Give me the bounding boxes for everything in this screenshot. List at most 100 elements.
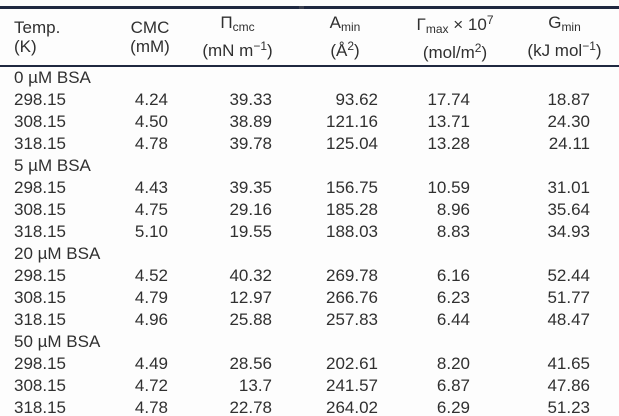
header-text-part: Temp. [14, 17, 61, 37]
table-row: 318.15 4.96 25.88 257.83 6.44 48.47 [0, 309, 619, 331]
cell-cmc: 4.78 [134, 134, 168, 153]
cell-gamma-max: 8.83 [436, 222, 470, 241]
cell-pi-cmc: 13.7 [238, 376, 272, 395]
cell-a-min: 93.62 [335, 90, 378, 109]
cell-g-min: 41.65 [547, 354, 590, 373]
cell-cmc: 4.43 [134, 178, 168, 197]
header-text-part: G [548, 13, 562, 32]
header-text-part: A [329, 13, 341, 32]
header-text-part: (Å [330, 41, 348, 60]
cell-g-min: 51.77 [547, 288, 590, 307]
cell-pi-cmc: 39.35 [229, 178, 272, 197]
cell-g-min: 47.86 [547, 376, 590, 395]
header-text-part: min [341, 20, 361, 34]
cell-cmc: 4.24 [134, 90, 168, 109]
cell-a-min: 188.03 [326, 222, 378, 241]
header-text-part: max [425, 22, 449, 36]
group-label: 0 µM BSA [14, 68, 91, 87]
cell-gamma-max: 6.87 [436, 376, 470, 395]
table-header: Temp. (K) CMC (mM) Πcmc (mN m−1) Amin (Å2) Γmax … [0, 7, 619, 67]
table-row: 318.15 4.78 22.78 264.02 6.29 51.23 [0, 397, 619, 416]
header-line2: (mM) [115, 37, 185, 56]
cell-pi-cmc: 19.55 [229, 222, 272, 241]
header-text-part: (K) [14, 36, 37, 56]
header-line1: Πcmc [185, 13, 290, 37]
header-text-part: −1 [253, 39, 267, 53]
cell-cmc: 4.49 [134, 354, 168, 373]
paper-table-page: Temp. (K) CMC (mM) Πcmc (mN m−1) Amin (Å2) Γmax … [0, 6, 619, 416]
header-line2: (mol/m2) [400, 39, 510, 62]
table-row: 308.15 4.79 12.97 266.76 6.23 51.77 [0, 287, 619, 309]
group-header-row: 0 µM BSA [0, 66, 619, 89]
header-row: Temp. (K) CMC (mM) Πcmc (mN m−1) Amin (Å2) Γmax … [0, 7, 619, 67]
header-text-part: (kJ mol [527, 41, 583, 60]
cell-a-min: 266.76 [326, 288, 378, 307]
cell-g-min: 51.23 [547, 398, 590, 416]
cell-gamma-max: 13.71 [427, 112, 470, 131]
cell-g-min: 52.44 [547, 266, 590, 285]
cell-cmc: 4.72 [134, 376, 168, 395]
cell-temp: 318.15 [14, 134, 66, 153]
cell-gamma-max: 6.16 [436, 266, 470, 285]
table-row: 298.15 4.24 39.33 93.62 17.74 18.87 [0, 89, 619, 111]
cell-pi-cmc: 38.89 [229, 112, 272, 131]
cell-cmc: 4.75 [134, 200, 168, 219]
cell-a-min: 257.83 [326, 310, 378, 329]
table-row: 298.15 4.43 39.35 156.75 10.59 31.01 [0, 177, 619, 199]
cell-temp: 318.15 [14, 310, 66, 329]
group-header-row: 50 µM BSA [0, 331, 619, 353]
cell-a-min: 125.04 [326, 134, 378, 153]
cell-pi-cmc: 29.16 [229, 200, 272, 219]
header-line2: (Å2) [290, 37, 400, 60]
header-line2: (K) [14, 37, 115, 56]
header-text-part: × 10 [448, 15, 487, 34]
cell-g-min: 48.47 [547, 310, 590, 329]
cell-cmc: 4.78 [134, 398, 168, 416]
cell-gamma-max: 8.20 [436, 354, 470, 373]
table-row: 298.15 4.49 28.56 202.61 8.20 41.65 [0, 353, 619, 375]
header-line1: Amin [290, 13, 400, 37]
group-header-row: 5 µM BSA [0, 155, 619, 177]
group-label: 5 µM BSA [14, 156, 91, 175]
cell-g-min: 24.30 [547, 112, 590, 131]
cell-g-min: 24.11 [548, 134, 590, 153]
cell-temp: 298.15 [14, 266, 66, 285]
table-row: 318.15 5.10 19.55 188.03 8.83 34.93 [0, 221, 619, 243]
cell-a-min: 156.75 [326, 178, 378, 197]
cell-gamma-max: 10.59 [427, 178, 470, 197]
cell-temp: 298.15 [14, 90, 66, 109]
cell-gamma-max: 13.28 [427, 134, 470, 153]
cell-temp: 308.15 [14, 200, 66, 219]
cell-gamma-max: 8.96 [436, 200, 470, 219]
header-text-part: ) [481, 43, 488, 62]
cell-g-min: 31.01 [547, 178, 590, 197]
cell-gamma-max: 6.44 [436, 310, 470, 329]
table-row: 298.15 4.52 40.32 269.78 6.16 52.44 [0, 265, 619, 287]
column-header-pi-cmc: Πcmc (mN m−1) [185, 7, 290, 67]
column-header-cmc: CMC (mM) [115, 7, 185, 67]
cell-temp: 298.15 [14, 178, 66, 197]
cell-pi-cmc: 39.33 [229, 90, 272, 109]
cell-pi-cmc: 25.88 [229, 310, 272, 329]
header-text-part: ) [354, 41, 360, 60]
cell-gamma-max: 6.23 [436, 288, 470, 307]
header-text-part: CMC [130, 17, 170, 37]
column-header-gamma-max: Γmax × 107 (mol/m2) [400, 7, 510, 67]
cell-gamma-max: 6.29 [436, 398, 470, 416]
column-header-temp: Temp. (K) [0, 7, 115, 67]
header-line1: CMC [115, 18, 185, 37]
group-label: 20 µM BSA [14, 244, 101, 263]
header-text-part: cmc [232, 20, 255, 34]
header-text-part: (mol/m [422, 43, 475, 62]
cell-pi-cmc: 28.56 [229, 354, 272, 373]
cell-temp: 298.15 [14, 354, 66, 373]
cell-g-min: 34.93 [547, 222, 590, 241]
header-text-part: 2 [474, 41, 482, 55]
header-line2: (kJ mol−1) [510, 37, 619, 60]
header-text-part: (mM) [130, 36, 170, 56]
cell-cmc: 4.50 [134, 112, 168, 131]
cell-temp: 318.15 [14, 398, 66, 416]
header-text-part: 7 [486, 13, 494, 27]
column-header-a-min: Amin (Å2) [290, 7, 400, 67]
clipped-text-fragment [299, 6, 304, 9]
